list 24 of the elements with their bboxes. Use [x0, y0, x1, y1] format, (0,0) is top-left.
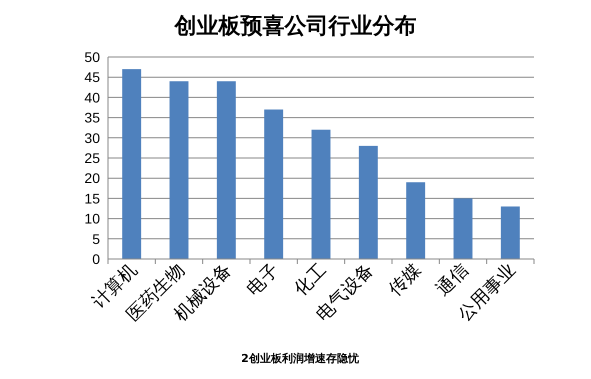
- y-tick-label: 5: [92, 230, 100, 247]
- y-tick-label: 45: [84, 69, 100, 86]
- bar: [312, 130, 330, 259]
- bar: [454, 198, 472, 259]
- y-tick-label: 25: [84, 150, 100, 166]
- bar: [406, 182, 426, 259]
- bar: [216, 81, 236, 259]
- bar: [264, 110, 284, 259]
- text: 2创业板利润增速存隐忧: [241, 352, 360, 365]
- y-tick-label: 20: [84, 170, 100, 186]
- y-tick-label: 35: [84, 110, 100, 126]
- y-tick-label: 15: [84, 190, 100, 206]
- y-tick-label: 10: [84, 210, 100, 227]
- bar: [122, 69, 142, 259]
- chart-title: 创业板预喜公司行业分布: [174, 13, 416, 39]
- x-tick-label: 电子: [242, 260, 284, 300]
- y-tick-label: 30: [84, 130, 100, 146]
- y-tick-label: 40: [84, 89, 100, 106]
- bar: [170, 81, 188, 259]
- y-tick-label: 0: [92, 251, 100, 267]
- bar: [500, 206, 520, 259]
- bar: [358, 146, 378, 259]
- y-tick-label: 50: [84, 49, 100, 65]
- x-tick-label: 传媒: [384, 260, 426, 300]
